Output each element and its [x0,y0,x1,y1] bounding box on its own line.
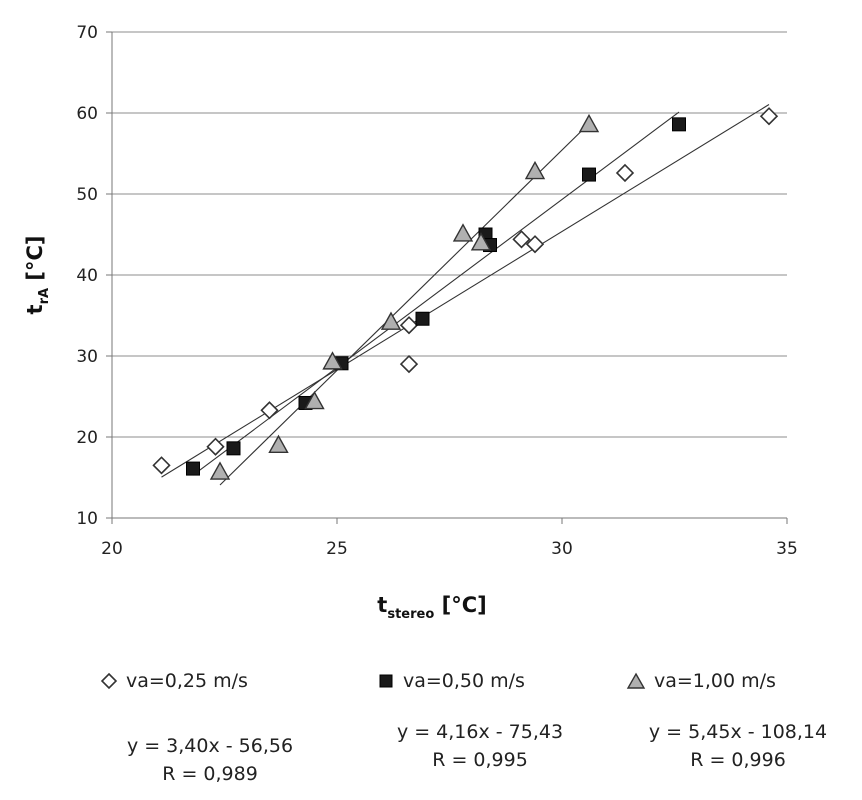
square-marker [672,117,686,132]
y-tick-label: 50 [76,185,98,205]
x-tick-label: 20 [101,539,123,559]
square-marker-icon [379,674,393,688]
diamond-marker [525,235,545,254]
equation-text: y = 4,16x - 75,43 [396,721,564,743]
x-tick-labels: 20 25 30 35 [101,539,798,559]
legend-item-series-2: va=0,50 m/s [377,670,525,692]
r-value-text: R = 0,996 [690,749,786,771]
data-markers [152,107,779,480]
square-marker [186,461,200,476]
legend-item-series-3: va=1,00 m/s [626,670,776,692]
diamond-marker [152,456,171,475]
trend-line-series-3 [219,123,590,486]
diamond-marker [512,230,531,249]
fit-equation-series-2: y = 4,16x - 75,43 R = 0,995 [375,718,585,774]
diamond-marker-icon [100,672,118,690]
y-tick-labels: 10 20 30 40 50 60 70 [76,23,98,529]
diamond-marker [399,354,419,374]
triangle-marker [380,311,402,330]
diamond-marker [399,316,419,335]
triangle-marker [322,351,343,370]
triangle-marker [268,434,289,453]
chart-legend: va=0,25 m/s va=0,50 m/s va=1,00 m/s [0,670,862,700]
y-tick-label: 30 [76,347,98,367]
legend-item-series-1: va=0,25 m/s [100,670,248,692]
axes [106,31,788,524]
x-axis-title: tstereo [°C] [377,593,486,622]
legend-label: va=0,50 m/s [403,670,525,692]
triangle-marker [304,390,325,410]
square-marker [415,311,430,326]
y-tick-label: 20 [76,428,98,448]
r-value-text: R = 0,989 [162,763,258,785]
y-tick-label: 40 [76,266,98,286]
diamond-marker [615,163,635,183]
r-value-text: R = 0,995 [432,749,528,771]
trend-lines [161,104,770,486]
trend-line-series-1 [161,104,770,478]
trend-line-series-2 [192,111,680,476]
y-axis-title: trA [°C] [23,236,52,315]
triangle-marker-icon [626,672,646,689]
legend-label: va=1,00 m/s [654,670,776,692]
triangle-marker [209,461,231,480]
legend-label: va=0,25 m/s [126,670,248,692]
y-tick-label: 60 [76,104,98,124]
triangle-marker [452,223,474,242]
x-tick-label: 30 [551,539,573,559]
square-marker [582,167,596,182]
equation-text: y = 3,40x - 56,56 [126,735,294,757]
fit-equation-series-3: y = 5,45x - 108,14 R = 0,996 [628,718,848,774]
grid-lines [112,31,787,519]
triangle-marker [578,113,600,133]
x-tick-label: 35 [776,539,798,559]
triangle-marker [524,160,546,180]
triangle-marker [470,232,492,251]
diamond-marker [759,107,779,126]
fit-equation-series-1: y = 3,40x - 56,56 R = 0,989 [105,732,315,788]
diamond-marker [206,437,225,456]
diamond-marker [260,401,279,420]
x-tick-label: 25 [326,539,348,559]
square-marker [226,441,241,456]
equation-text: y = 5,45x - 108,14 [648,721,828,743]
y-tick-label: 10 [76,509,98,529]
y-tick-label: 70 [76,23,98,43]
